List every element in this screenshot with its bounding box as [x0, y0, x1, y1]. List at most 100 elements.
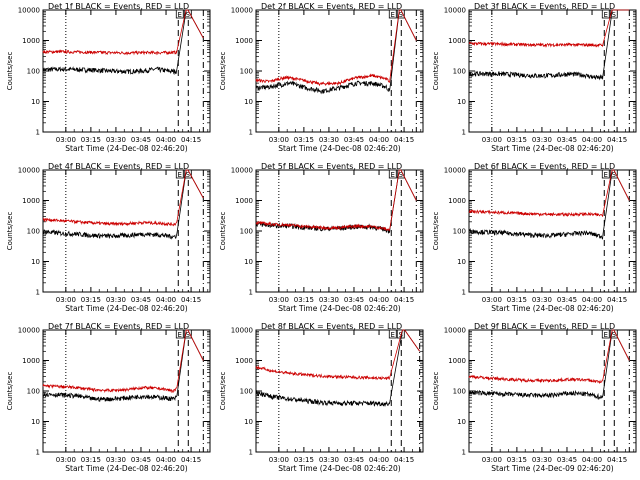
y-axis-label: Counts/sec — [6, 212, 14, 251]
x-tick-label: 03:00 — [56, 296, 76, 304]
y-axis-label: Counts/sec — [432, 372, 440, 411]
plot-frame — [255, 9, 424, 133]
x-tick-label: 03:30 — [532, 136, 552, 144]
y-tick-label: 10000 — [444, 167, 466, 175]
events-series-line — [255, 329, 420, 407]
x-tick-label: 04:00 — [369, 296, 389, 304]
flag-label: E — [178, 11, 182, 19]
y-tick-label: 10 — [31, 98, 40, 106]
x-tick-label: 03:15 — [81, 296, 101, 304]
chart-title: Det 5f BLACK = Events, RED = LLD — [261, 162, 402, 171]
y-tick-label: 1000 — [22, 37, 40, 45]
flag-label: E — [604, 331, 608, 339]
x-axis-label: Start Time (24-Dec-08 02:46:20) — [65, 304, 187, 313]
y-axis-label: Counts/sec — [219, 372, 227, 411]
y-tick-label: 1000 — [235, 357, 253, 365]
flag-box — [388, 9, 397, 19]
events-series-line — [468, 9, 630, 81]
x-tick-label: 04:00 — [582, 456, 602, 464]
y-tick-label: 1000 — [448, 37, 466, 45]
chart-title: Det 1f BLACK = Events, RED = LLD — [48, 2, 189, 11]
x-tick-label: 04:15 — [394, 296, 414, 304]
plot-frame — [42, 169, 211, 293]
lld-series-line — [42, 9, 204, 56]
x-tick-label: 04:15 — [607, 456, 627, 464]
x-tick-label: 04:15 — [394, 456, 414, 464]
y-tick-label: 1 — [36, 449, 40, 457]
flag-box — [601, 169, 610, 179]
x-tick-label: 04:00 — [156, 456, 176, 464]
lld-series-line — [255, 9, 417, 87]
y-tick-label: 1 — [462, 129, 466, 137]
flag-label: E — [178, 331, 182, 339]
x-tick-label: 03:15 — [81, 456, 101, 464]
x-tick-label: 04:15 — [607, 296, 627, 304]
lld-series-line — [468, 9, 630, 48]
x-tick-label: 04:00 — [156, 136, 176, 144]
x-axis-label: Start Time (24-Dec-08 02:46:20) — [491, 144, 613, 153]
x-tick-label: 03:30 — [532, 456, 552, 464]
y-tick-label: 10 — [244, 418, 253, 426]
y-tick-label: 1000 — [448, 357, 466, 365]
x-tick-label: 04:00 — [582, 136, 602, 144]
flag-box — [175, 329, 184, 339]
chart-title: Det 2f BLACK = Events, RED = LLD — [261, 2, 402, 11]
y-axis-label: Counts/sec — [432, 212, 440, 251]
x-axis-label: Start Time (24-Dec-08 02:46:20) — [491, 304, 613, 313]
lld-series-line — [255, 169, 417, 232]
y-tick-label: 10000 — [444, 327, 466, 335]
x-axis-label: Start Time (24-Dec-08 02:46:20) — [278, 304, 400, 313]
y-tick-label: 100 — [453, 228, 466, 236]
chart-panel: Det 9f BLACK = Events, RED = LLD 1 10 100 10… — [432, 322, 637, 473]
lld-series-line — [255, 329, 420, 381]
x-tick-label: 03:15 — [507, 456, 527, 464]
lld-series-line — [468, 169, 630, 217]
x-tick-label: 03:00 — [482, 456, 502, 464]
y-tick-label: 1000 — [235, 197, 253, 205]
y-tick-label: 1 — [36, 289, 40, 297]
x-tick-label: 04:15 — [181, 456, 201, 464]
x-tick-label: 04:15 — [181, 136, 201, 144]
x-tick-label: 03:15 — [294, 456, 314, 464]
y-tick-label: 10 — [31, 418, 40, 426]
x-tick-label: 03:45 — [344, 456, 364, 464]
y-tick-label: 1 — [36, 129, 40, 137]
y-tick-label: 10 — [244, 98, 253, 106]
flag-box — [388, 329, 397, 339]
chart-title: Det 3f BLACK = Events, RED = LLD — [474, 2, 615, 11]
x-tick-label: 03:00 — [269, 136, 289, 144]
y-axis-label: Counts/sec — [432, 52, 440, 91]
flag-label: S — [612, 331, 617, 339]
x-axis-label: Start Time (24-Dec-08 02:46:20) — [278, 144, 400, 153]
flag-box — [601, 9, 610, 19]
y-axis-label: Counts/sec — [6, 372, 14, 411]
y-tick-label: 1000 — [22, 357, 40, 365]
y-tick-label: 1000 — [235, 37, 253, 45]
flag-label: E — [604, 11, 608, 19]
lld-series-line — [42, 329, 204, 394]
x-tick-label: 03:00 — [56, 456, 76, 464]
chart-title: Det 7f BLACK = Events, RED = LLD — [48, 322, 189, 331]
events-series-line — [42, 9, 204, 75]
plot-frame — [468, 329, 637, 453]
y-tick-label: 1 — [462, 289, 466, 297]
y-tick-label: 10000 — [18, 327, 40, 335]
x-tick-label: 03:00 — [269, 456, 289, 464]
plot-frame — [255, 169, 424, 293]
y-tick-label: 10000 — [18, 167, 40, 175]
x-tick-label: 04:15 — [607, 136, 627, 144]
flag-label: E — [391, 171, 395, 179]
plot-frame — [42, 329, 211, 453]
x-tick-label: 04:00 — [582, 296, 602, 304]
plot-frame — [468, 9, 637, 133]
chart-panel: Det 4f BLACK = Events, RED = LLD 1 10 100 10… — [6, 162, 211, 313]
x-tick-label: 03:00 — [269, 296, 289, 304]
flag-label: S — [186, 171, 191, 179]
events-series-line — [255, 9, 417, 95]
x-tick-label: 04:00 — [369, 136, 389, 144]
events-series-line — [468, 329, 630, 401]
flag-box — [601, 329, 610, 339]
flag-label: E — [391, 11, 395, 19]
x-tick-label: 03:15 — [294, 296, 314, 304]
flag-box — [388, 169, 397, 179]
